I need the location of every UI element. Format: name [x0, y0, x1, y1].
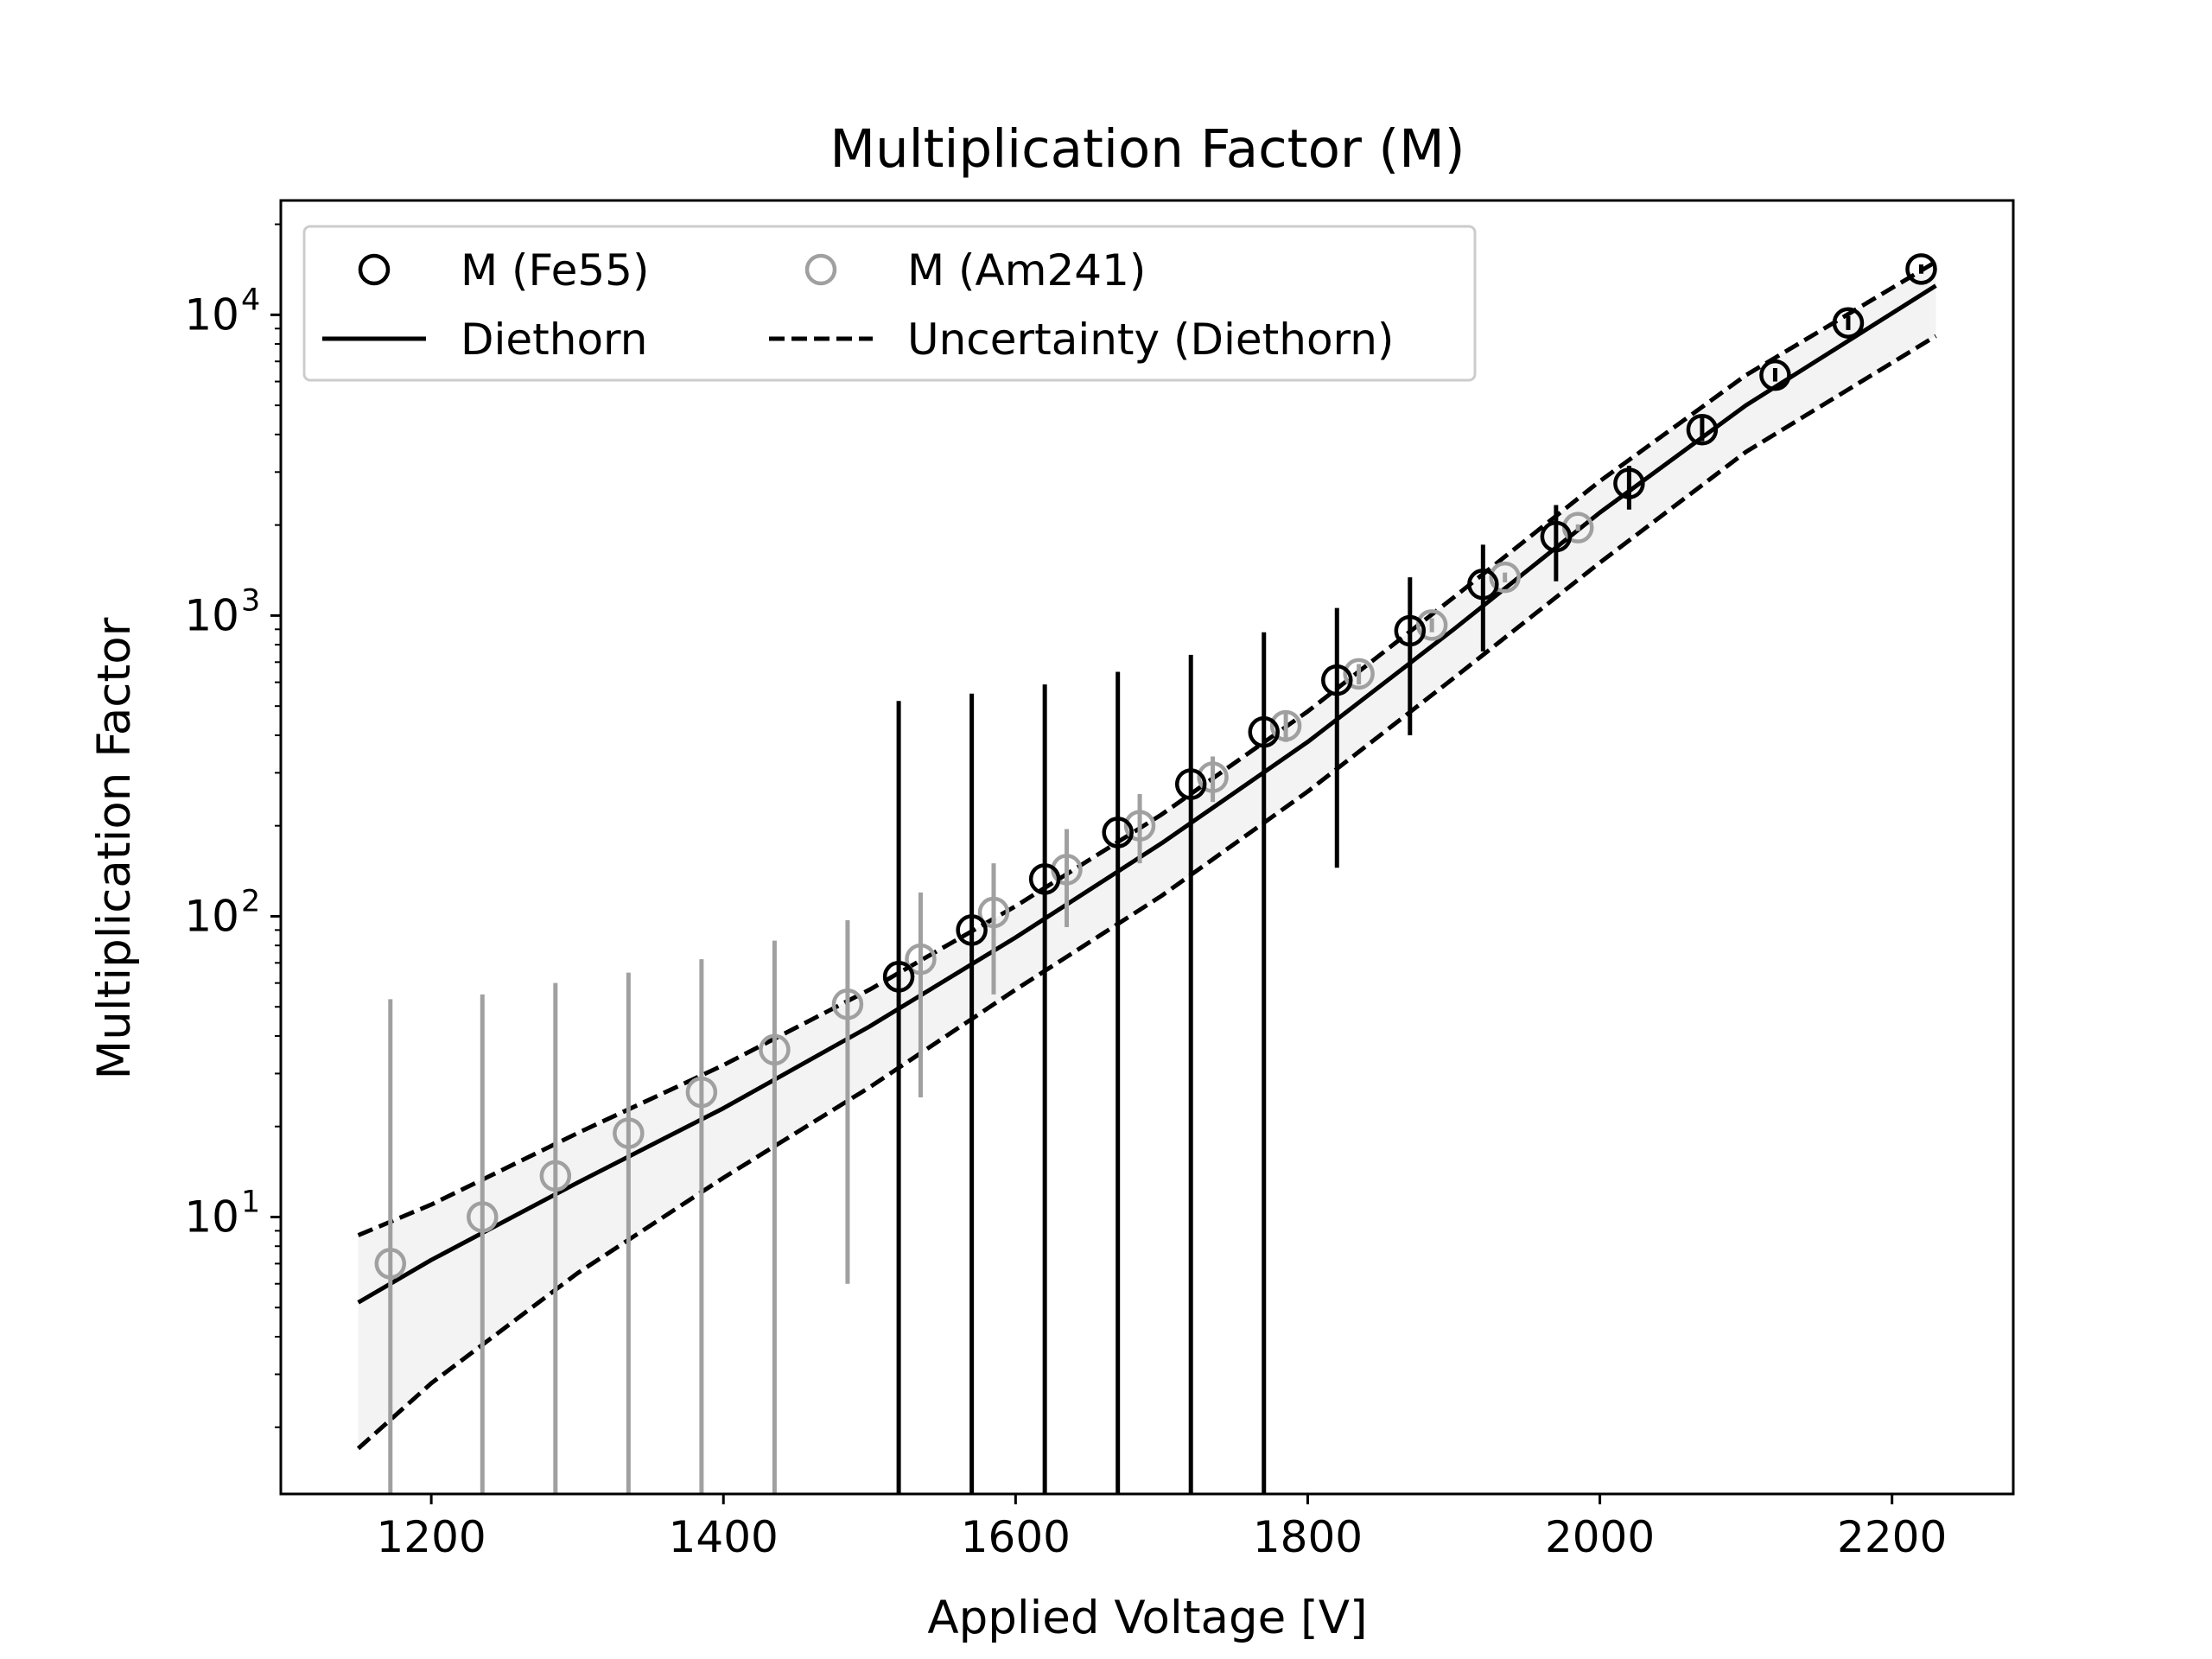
y-tick-label-2: 10 [184, 590, 239, 640]
point-fe55-13 [1832, 307, 1865, 339]
point-fe55-5 [1248, 715, 1280, 748]
y-tick-label-exp-0: 1 [241, 1185, 260, 1220]
point-fe55-4 [1174, 768, 1207, 800]
x-tick-label-3: 1800 [1253, 1512, 1363, 1562]
y-tick-label-1: 10 [184, 891, 239, 941]
point-am241-6 [831, 988, 864, 1020]
point-am241-1 [467, 1201, 499, 1233]
y-tick-label-exp-2: 3 [241, 583, 260, 618]
y-tick-label-0: 10 [184, 1192, 239, 1243]
point-fe55-10 [1613, 467, 1645, 499]
legend-marker-fe55 [358, 253, 391, 286]
legend-label-am241: M (Am241) [907, 245, 1146, 296]
y-tick-label-3: 10 [184, 289, 239, 340]
x-axis-label: Applied Voltage [V] [927, 1592, 1367, 1644]
point-fe55-12 [1759, 359, 1791, 391]
x-tick-label-0: 1200 [377, 1512, 486, 1562]
point-am241-8 [977, 896, 1010, 929]
point-am241-3 [613, 1117, 645, 1149]
point-am241-2 [539, 1160, 572, 1192]
point-am241-7 [905, 943, 937, 976]
point-am241-11 [1197, 761, 1229, 793]
plot-frame [279, 199, 2015, 1496]
point-am241-0 [374, 1248, 407, 1280]
x-tick-label-5: 2200 [1837, 1512, 1947, 1562]
point-fe55-7 [1394, 614, 1427, 647]
point-am241-5 [759, 1033, 791, 1066]
point-am241-15 [1489, 561, 1521, 594]
point-am241-4 [685, 1076, 718, 1109]
point-am241-13 [1343, 658, 1375, 690]
point-fe55-9 [1540, 520, 1573, 553]
point-fe55-14 [1905, 253, 1937, 285]
x-tick-label-4: 2000 [1545, 1512, 1655, 1562]
y-tick-label-exp-3: 4 [241, 283, 260, 317]
legend-label-fe55: M (Fe55) [461, 245, 649, 296]
legend-box [302, 225, 1477, 382]
plot-area [356, 253, 1937, 1494]
point-fe55-1 [956, 914, 988, 946]
x-tick-label-1: 1400 [669, 1512, 779, 1562]
series-line-uncertainty-upper [357, 259, 1937, 1237]
point-am241-14 [1415, 609, 1448, 641]
y-axis-label: Multiplication Factor [88, 617, 141, 1079]
y-tick-label-exp-1: 2 [241, 884, 260, 918]
point-fe55-3 [1102, 817, 1134, 849]
chart-title: Multiplication Factor (M) [830, 118, 1465, 180]
legend-marker-am241 [804, 253, 837, 286]
point-am241-12 [1269, 709, 1302, 742]
point-fe55-8 [1467, 569, 1499, 601]
point-fe55-11 [1686, 414, 1719, 446]
point-fe55-2 [1028, 863, 1061, 895]
legend-label-uncertainty: Uncertainty (Diethorn) [907, 315, 1394, 365]
series-line-uncertainty-lower [356, 334, 1937, 1451]
point-fe55-6 [1321, 664, 1353, 696]
legend-label-diethorn: Diethorn [461, 315, 647, 365]
legend: M (Fe55) M (Am241) Diethorn Uncertainty … [302, 225, 1477, 382]
point-fe55-0 [882, 961, 915, 993]
point-am241-10 [1123, 810, 1156, 842]
x-tick-label-2: 1600 [961, 1512, 1071, 1562]
